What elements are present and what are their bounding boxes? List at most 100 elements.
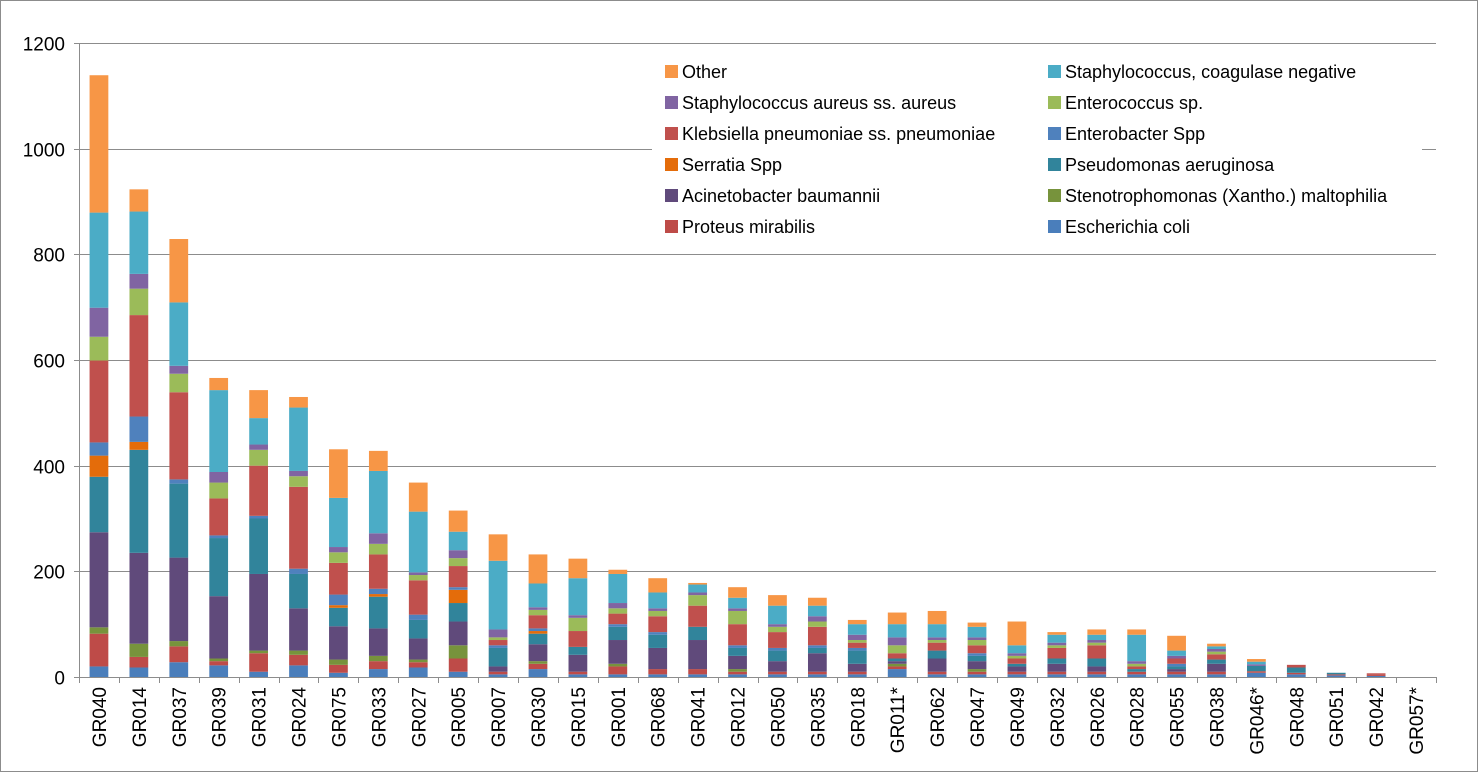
bar-segment-proteus-mirabilis	[1047, 671, 1067, 675]
bar-segment-staphylococcus-aureus-ss-aureus	[448, 550, 468, 559]
bar-segment-staphylococcus-aureus-ss-aureus	[408, 572, 428, 576]
bar-segment-staphylococcus-aureus-ss-aureus	[688, 592, 708, 596]
bar-stack-gr075	[329, 449, 348, 677]
x-axis: GR040 GR014 GR037 GR039 GR031 GR024 GR075 GR033…	[79, 677, 1437, 755]
legend-item-stenotrophomonas-xantho-maltophilia: Stenotrophomonas (Xantho.) maltophilia	[1048, 186, 1388, 206]
bar-segment-staphylococcus-aureus-ss-aureus	[289, 470, 308, 477]
bar-segment-escherichia-coli	[927, 674, 947, 677]
bar-segment-pseudomonas-aeruginosa	[209, 538, 229, 597]
bar-segment-klebsiella-pneumoniae-ss-pneumoniae	[368, 554, 388, 589]
y-tick-label: 200	[33, 563, 65, 584]
bar-segment-klebsiella-pneumoniae-ss-pneumoniae	[887, 653, 907, 659]
bar-segment-staphylococcus-coagulase-negative	[368, 470, 388, 534]
bar-segment-other	[488, 534, 508, 561]
bar-segment-pseudomonas-aeruginosa	[847, 650, 867, 664]
bar-segment-stenotrophomonas-xantho-maltophilia	[329, 659, 348, 665]
bar-segment-pseudomonas-aeruginosa	[1247, 665, 1266, 672]
bar-segment-enterococcus-sp	[1207, 651, 1226, 655]
bar-segment-pseudomonas-aeruginosa	[1207, 659, 1226, 664]
bar-segment-acinetobacter-baumannii	[209, 596, 229, 659]
bar-segment-pseudomonas-aeruginosa	[967, 655, 987, 662]
x-tick-label: GR012	[729, 687, 750, 747]
bar-segment-stenotrophomonas-xantho-maltophilia	[608, 663, 628, 667]
bar-segment-enterococcus-sp	[289, 476, 308, 487]
bar-segment-escherichia-coli	[368, 669, 388, 677]
bar-segment-staphylococcus-coagulase-negative	[927, 624, 947, 638]
bar-segment-acinetobacter-baumannii	[648, 647, 668, 670]
bar-segment-enterococcus-sp	[688, 595, 708, 606]
bar-segment-escherichia-coli	[608, 674, 628, 677]
bar-segment-staphylococcus-coagulase-negative	[249, 418, 268, 445]
x-tick-label: GR055	[1168, 687, 1189, 747]
bar-segment-pseudomonas-aeruginosa	[1286, 667, 1306, 673]
bar-segment-enterobacter-spp	[488, 645, 508, 648]
bar-stack-gr047	[967, 622, 987, 677]
bar-segment-proteus-mirabilis	[488, 671, 508, 675]
legend-swatch	[1048, 127, 1061, 140]
bar-segment-staphylococcus-aureus-ss-aureus	[768, 624, 787, 627]
bar-segment-proteus-mirabilis	[1366, 674, 1386, 676]
y-tick-label: 1200	[23, 35, 65, 56]
bar-segment-enterococcus-sp	[1047, 645, 1067, 648]
bar-segment-klebsiella-pneumoniae-ss-pneumoniae	[169, 392, 189, 480]
bar-segment-acinetobacter-baumannii	[1007, 666, 1027, 672]
legend-label: Enterococcus sp.	[1065, 93, 1203, 113]
bar-segment-klebsiella-pneumoniae-ss-pneumoniae	[967, 645, 987, 654]
x-tick-label: GR030	[529, 687, 550, 747]
bar-segment-enterobacter-spp	[408, 614, 428, 620]
bar-segment-proteus-mirabilis	[608, 666, 628, 675]
bar-segment-klebsiella-pneumoniae-ss-pneumoniae	[1286, 664, 1306, 668]
bar-segment-pseudomonas-aeruginosa	[1087, 658, 1107, 667]
legend-item-enterococcus-sp: Enterococcus sp.	[1048, 93, 1203, 113]
legend-item-proteus-mirabilis: Proteus mirabilis	[665, 217, 815, 237]
bar-segment-enterococcus-sp	[329, 552, 348, 563]
bar-segment-proteus-mirabilis	[329, 664, 348, 673]
bar-segment-staphylococcus-aureus-ss-aureus	[209, 472, 229, 483]
bar-segment-staphylococcus-aureus-ss-aureus	[967, 637, 987, 641]
bar-segment-proteus-mirabilis	[368, 661, 388, 670]
bar-segment-other	[289, 396, 308, 408]
bar-segment-staphylococcus-coagulase-negative	[1207, 646, 1226, 649]
x-tick-label: GR051	[1327, 687, 1348, 747]
bar-segment-proteus-mirabilis	[768, 671, 787, 675]
bar-segment-pseudomonas-aeruginosa	[249, 518, 268, 574]
legend-swatch	[665, 189, 678, 202]
bar-segment-enterobacter-spp	[967, 653, 987, 656]
bar-segment-enterobacter-spp	[1167, 663, 1186, 667]
bar-segment-proteus-mirabilis	[1087, 671, 1107, 675]
bar-segment-proteus-mirabilis	[1167, 671, 1186, 675]
bar-segment-pseudomonas-aeruginosa	[129, 449, 149, 553]
bar-segment-proteus-mirabilis	[129, 656, 149, 668]
bar-segment-klebsiella-pneumoniae-ss-pneumoniae	[129, 315, 149, 417]
x-tick-label: GR005	[449, 687, 470, 747]
bar-segment-proteus-mirabilis	[568, 671, 588, 675]
bar-segment-escherichia-coli	[1247, 672, 1266, 677]
bar-segment-stenotrophomonas-xantho-maltophilia	[209, 658, 229, 662]
x-tick-label: GR024	[290, 687, 311, 748]
bar-segment-klebsiella-pneumoniae-ss-pneumoniae	[1087, 645, 1107, 659]
bar-segment-enterococcus-sp	[927, 640, 947, 643]
bar-segment-proteus-mirabilis	[1207, 671, 1226, 675]
bar-stack-gr027	[408, 482, 428, 677]
bar-segment-pseudomonas-aeruginosa	[408, 619, 428, 639]
bar-segment-proteus-mirabilis	[887, 666, 907, 670]
bar-segment-enterobacter-spp	[329, 594, 348, 606]
bar-segment-klebsiella-pneumoniae-ss-pneumoniae	[89, 360, 109, 443]
bar-segment-enterococcus-sp	[847, 640, 867, 643]
bar-segment-acinetobacter-baumannii	[927, 658, 947, 672]
legend-swatch	[665, 65, 678, 78]
bar-segment-escherichia-coli	[408, 667, 428, 677]
legend-item-staphylococcus-aureus-ss-aureus: Staphylococcus aureus ss. aureus	[665, 93, 956, 113]
legend-item-klebsiella-pneumoniae-ss-pneumoniae: Klebsiella pneumoniae ss. pneumoniae	[665, 124, 995, 144]
bar-segment-staphylococcus-aureus-ss-aureus	[329, 547, 348, 553]
bar-segment-stenotrophomonas-xantho-maltophilia	[408, 659, 428, 663]
legend-swatch	[1048, 220, 1061, 233]
bar-segment-proteus-mirabilis	[408, 662, 428, 668]
x-tick-label: GR033	[369, 687, 390, 747]
bar-segment-other	[89, 75, 109, 213]
bar-stack-gr024	[289, 396, 308, 677]
bar-stack-gr007	[488, 534, 508, 677]
bar-segment-enterobacter-spp	[608, 624, 628, 627]
